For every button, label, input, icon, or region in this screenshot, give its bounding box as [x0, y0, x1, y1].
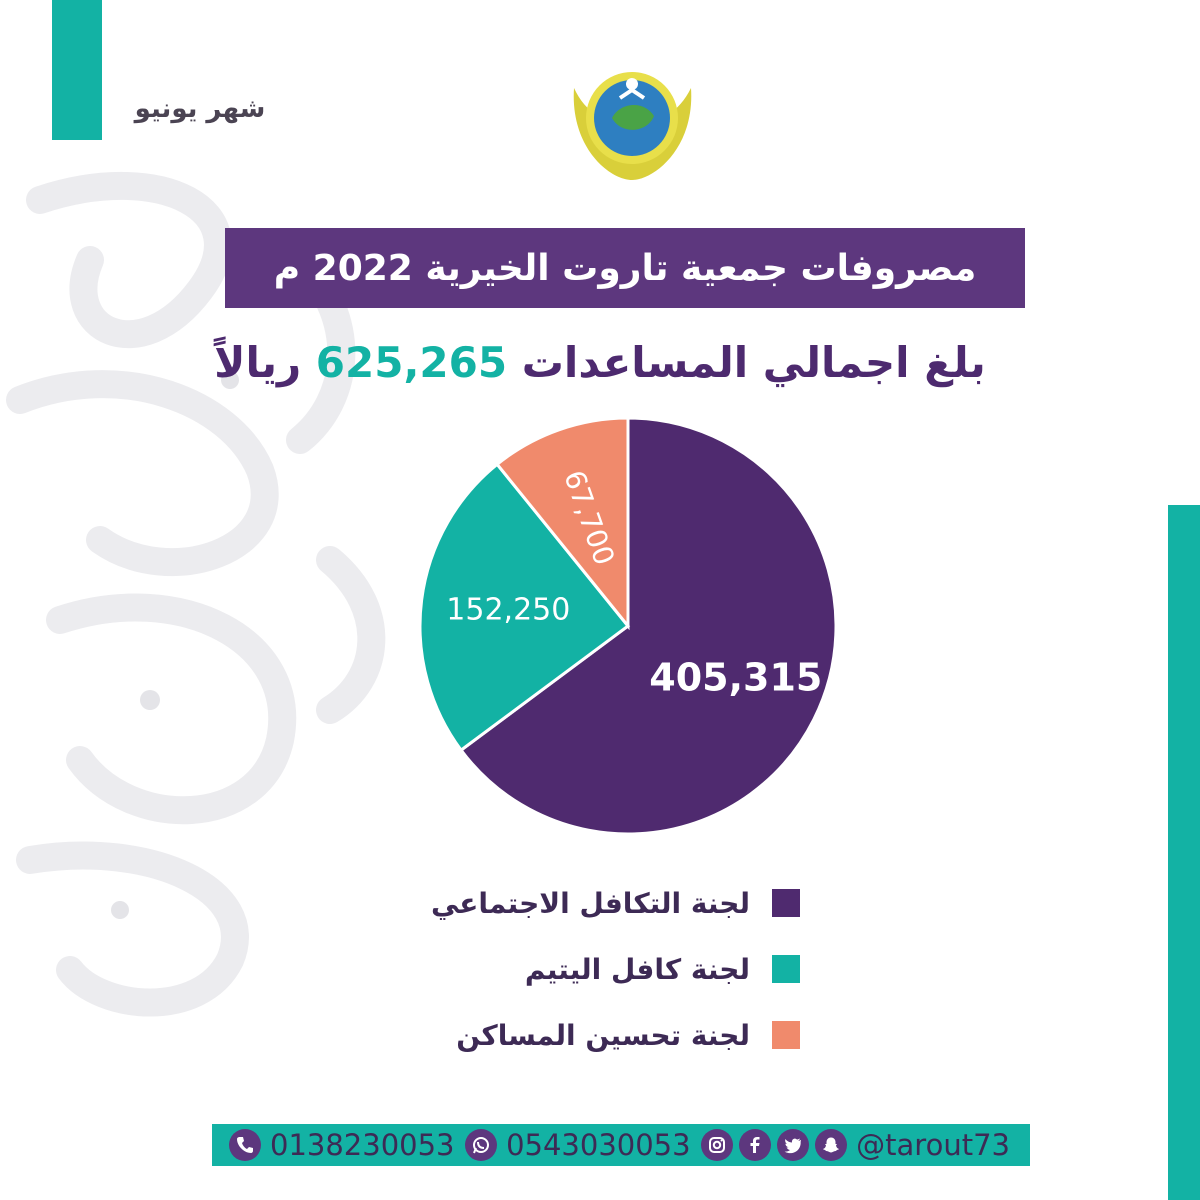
total-amount: 625,265: [315, 338, 508, 387]
contact-footer: 0138230053 0543030053 @tarout73: [212, 1124, 1030, 1166]
legend-label: لجنة تحسين المساكن: [456, 1018, 750, 1052]
legend-swatch: [772, 955, 800, 983]
total-suffix: ريالاً: [214, 338, 302, 387]
phone-icon[interactable]: [229, 1129, 261, 1161]
whatsapp-icon[interactable]: [465, 1129, 498, 1161]
twitter-icon[interactable]: [777, 1129, 810, 1161]
whatsapp-contact: 0543030053: [462, 1128, 697, 1162]
month-label: شهر يونيو: [134, 94, 266, 124]
accent-bar-top-left: [52, 0, 102, 140]
accent-bar-right: [1168, 505, 1200, 1200]
pie-value-label: 152,250: [446, 592, 570, 627]
instagram-icon[interactable]: [701, 1129, 734, 1161]
social-links: @tarout73: [698, 1128, 1016, 1162]
page-title: مصروفات جمعية تاروت الخيرية 2022 م: [225, 228, 1025, 308]
pie-slice-social-solidarity: [458, 416, 838, 836]
legend-label: لجنة التكافل الاجتماعي: [430, 886, 750, 920]
legend-item: لجنة التكافل الاجتماعي: [380, 880, 800, 926]
association-logo: [573, 72, 692, 180]
legend-item: لجنة تحسين المساكن: [380, 1012, 800, 1058]
chart-legend: لجنة التكافل الاجتماعي لجنة كافل اليتيم …: [380, 880, 800, 1078]
legend-label: لجنة كافل اليتيم: [524, 952, 750, 986]
legend-swatch: [772, 889, 800, 917]
whatsapp-number[interactable]: 0543030053: [506, 1128, 691, 1162]
legend-swatch: [772, 1021, 800, 1049]
total-prefix: بلغ اجمالي المساعدات: [521, 338, 986, 387]
legend-item: لجنة كافل اليتيم: [380, 946, 800, 992]
facebook-icon[interactable]: [739, 1129, 772, 1161]
pie-slice-housing-improvement: [495, 416, 630, 631]
pie-value-label: 405,315: [649, 656, 822, 700]
total-summary: بلغ اجمالي المساعدات 625,265 ريالاً: [200, 338, 1000, 387]
pie-slice-orphan-sponsor: [418, 462, 631, 753]
phone-contact: 0138230053: [226, 1128, 461, 1162]
social-handle[interactable]: @tarout73: [856, 1128, 1010, 1162]
phone-number[interactable]: 0138230053: [270, 1128, 455, 1162]
snapchat-icon[interactable]: [815, 1129, 848, 1161]
